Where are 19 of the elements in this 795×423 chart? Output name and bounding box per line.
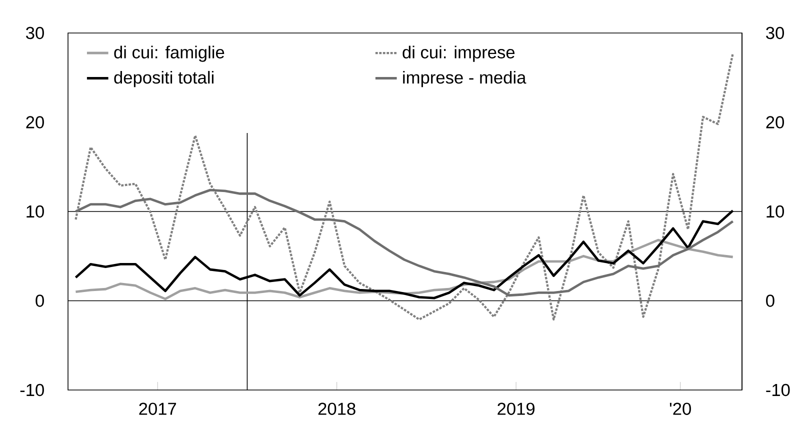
x-tick-label: 2018 [318,402,356,415]
y2-tick-label: 10 [766,205,784,218]
y2-tick-label: 30 [766,26,784,40]
legend-label: di cui: famiglie [114,46,224,62]
y2-tick-label: 20 [766,116,784,128]
x-tick-label: 2019 [498,402,535,415]
line-series [74,188,734,297]
y-tick-label: 20 [26,116,44,128]
y-tick-label: 10 [26,205,44,218]
y2-tick-label: -10 [766,384,790,396]
y-tick-label: 30 [26,26,44,40]
y2-tick-label: 0 [766,294,774,307]
y-tick-label: 0 [36,294,44,307]
x-tick-label: 2017 [139,402,176,415]
x-tick-label: '20 [670,402,691,415]
legend-label: depositi totali [114,70,214,88]
legend-label: imprese - media [403,70,526,88]
y-tick-label: -10 [20,384,44,396]
legend-label: di cui: imprese [402,46,515,62]
